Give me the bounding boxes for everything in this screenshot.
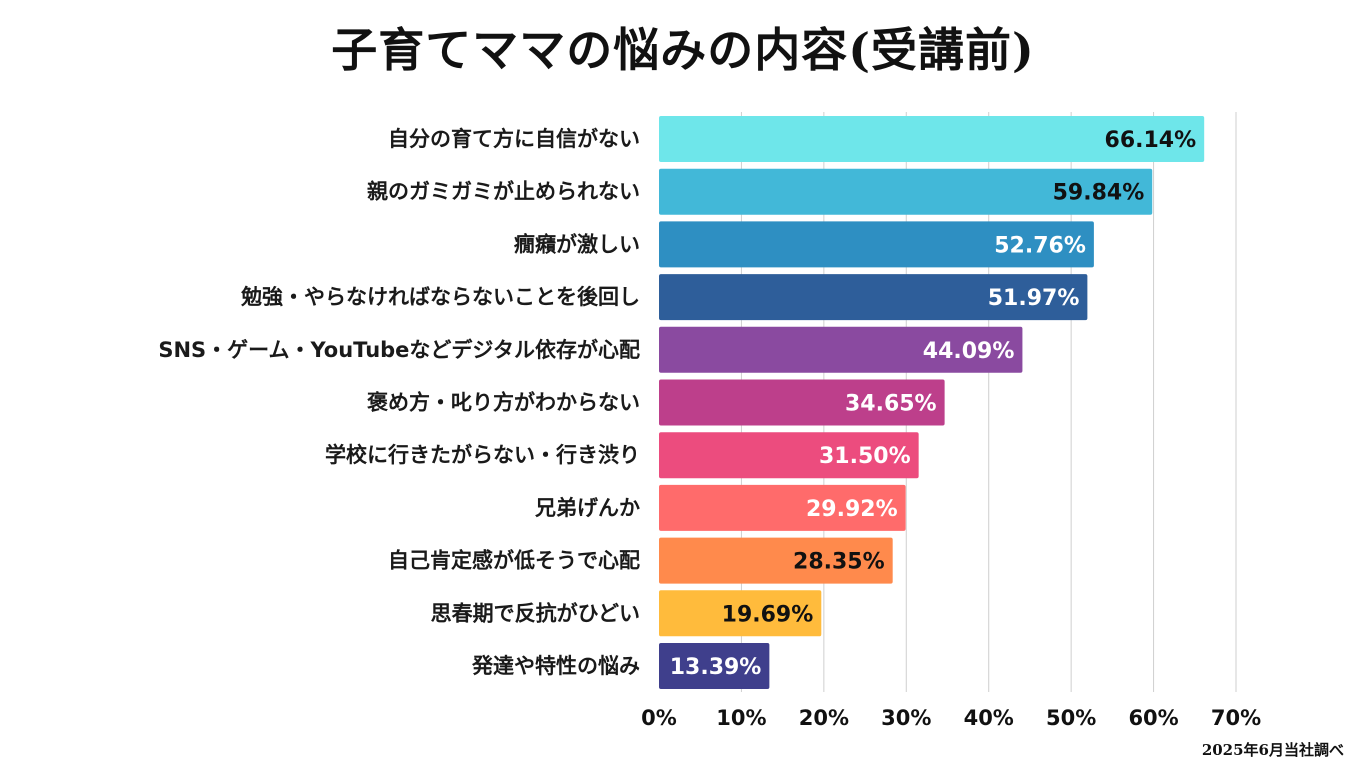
category-label: SNS・ゲーム・YouTubeなどデジタル依存が心配 — [158, 338, 640, 362]
category-label: 癇癪が激しい — [514, 232, 640, 256]
bar — [659, 326, 1023, 373]
data-label: 59.84% — [1053, 181, 1145, 206]
bar — [659, 116, 1205, 162]
data-label: 44.09% — [923, 339, 1015, 364]
x-tick-label: 60% — [1128, 706, 1178, 730]
category-label: 褒め方・叱り方がわからない — [366, 391, 640, 415]
bar — [659, 432, 919, 479]
data-label: 29.92% — [806, 497, 898, 522]
x-tick-label: 40% — [964, 706, 1014, 730]
x-tick-label: 50% — [1046, 706, 1096, 730]
chart-title: 子育てママの悩みの内容(受講前) — [331, 23, 1035, 77]
data-label: 19.69% — [722, 602, 814, 627]
bar — [659, 274, 1088, 321]
bar — [659, 221, 1094, 268]
category-label: 親のガミガミが止められない — [367, 180, 640, 204]
category-label: 兄弟げんか — [534, 496, 640, 520]
category-labels: 自分の育て方に自信がない親のガミガミが止められない癇癪が激しい勉強・やらなければ… — [158, 127, 640, 678]
value-labels: 66.14% 59.84% 52.76% 51.97% 44.09% 34.65% 31.5… — [670, 128, 1196, 680]
category-label: 勉強・やらなければならないことを後回し — [240, 285, 640, 309]
x-tick-label: 20% — [799, 706, 849, 730]
category-label: 発達や特性の悩み — [471, 654, 640, 678]
category-label: 学校に行きたがらない・行き渋り — [325, 443, 640, 467]
data-label: 66.14% — [1105, 128, 1197, 153]
bar — [659, 484, 906, 531]
data-label: 13.39% — [670, 655, 762, 680]
x-tick-label: 70% — [1211, 706, 1261, 730]
x-tick-label: 0% — [641, 706, 677, 730]
bar — [659, 168, 1153, 215]
data-label: 34.65% — [845, 392, 937, 417]
bar — [659, 379, 945, 426]
data-label: 28.35% — [793, 550, 885, 575]
x-tick-label: 30% — [881, 706, 931, 730]
source-note: 2025年6月当社調べ — [1201, 741, 1344, 759]
bar — [659, 643, 770, 689]
bar — [659, 537, 893, 584]
x-tick-label: 10% — [716, 706, 766, 730]
bars — [659, 116, 1205, 689]
data-label: 31.50% — [819, 444, 911, 469]
category-label: 自己肯定感が低そうで心配 — [388, 549, 640, 573]
x-axis-ticks: 0% 10% 20% 30% 40% 50% 60% 70% — [641, 706, 1261, 730]
category-label: 思春期で反抗がひどい — [431, 601, 640, 625]
bar — [659, 590, 822, 637]
data-label: 52.76% — [994, 233, 1086, 258]
category-label: 自分の育て方に自信がない — [388, 127, 640, 151]
data-label: 51.97% — [988, 286, 1080, 311]
